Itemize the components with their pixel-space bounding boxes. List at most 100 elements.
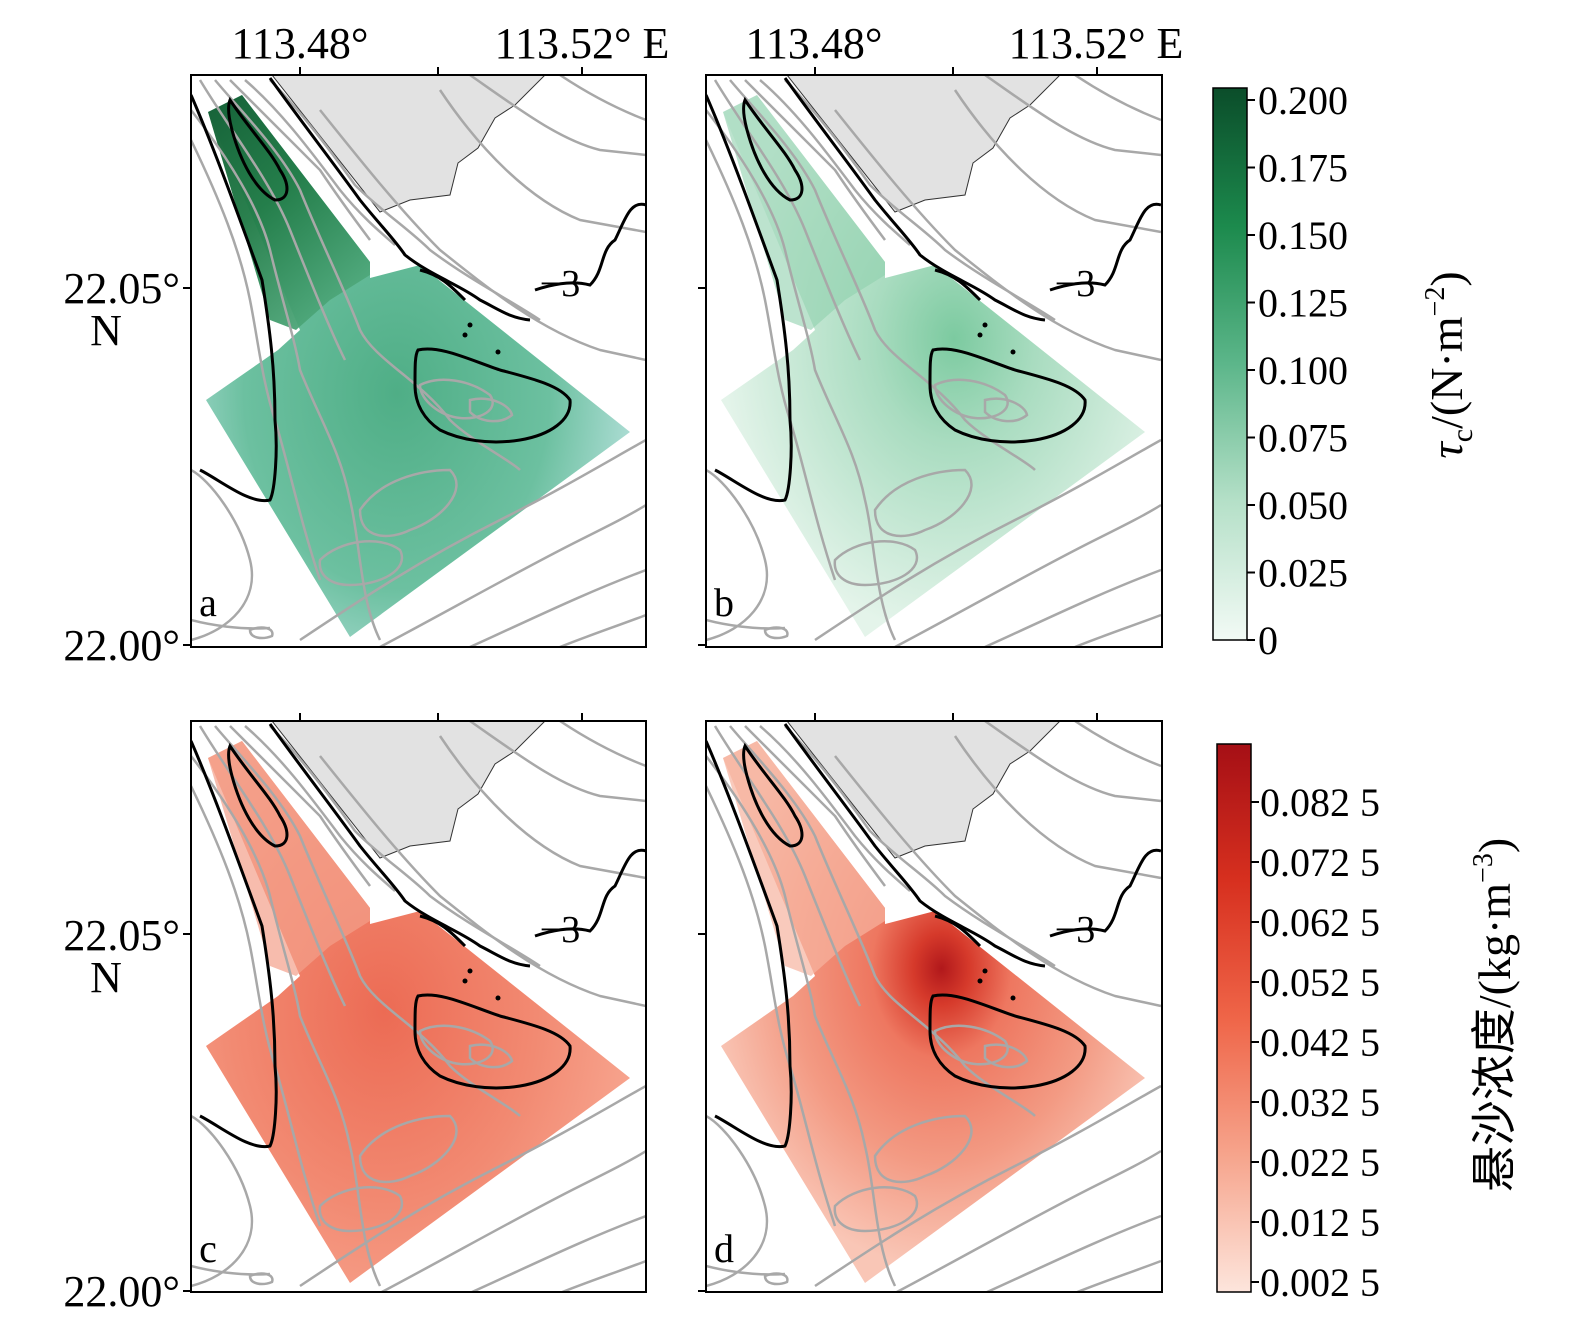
- bathymetry-contour: [1074, 613, 1162, 647]
- bathymetry-contour: [248, 626, 274, 640]
- colorbar-tick-label: 0.072 5: [1260, 840, 1380, 885]
- depth-contour: [227, 742, 289, 848]
- colorbar-tick-label: 0.100: [1258, 348, 1348, 393]
- depth-contour: [268, 77, 531, 322]
- colorbar-tick-label: 0.075: [1258, 416, 1348, 461]
- bathymetry-contour: [984, 568, 1162, 647]
- bathymetry-contour: [983, 1043, 1029, 1069]
- bathymetry-contour: [706, 755, 897, 1287]
- depth-contour: [783, 723, 1046, 968]
- colorbar-ssc-ticks: 0.082 5 0.072 5 0.062 5 0.052 5 0.042 5 0.032…: [1251, 780, 1380, 1305]
- depth-contour: [706, 740, 793, 1149]
- lat-hemisphere-c-1: N: [90, 953, 122, 1002]
- panel-d-content: −3: [706, 721, 1162, 1292]
- colorbar-tick-label: 0.025: [1258, 551, 1348, 596]
- bathymetry-contour: [244, 725, 396, 892]
- colorbar-tick-label: 0.022 5: [1260, 1140, 1380, 1185]
- bathymetry-contour: [358, 1114, 458, 1184]
- map-panels: −3 a −3 b −3 c −3 d: [183, 67, 1163, 1293]
- bathymetry-contour: [358, 468, 458, 538]
- panel-a-content: −3: [191, 75, 646, 647]
- bathymetry-contour: [559, 75, 646, 122]
- contour-dot: [977, 978, 983, 984]
- panel-letter: a: [199, 580, 217, 625]
- bathymetry-contour: [559, 1259, 646, 1292]
- bathymetry-contour: [468, 397, 514, 423]
- depth-contour: [1049, 202, 1162, 292]
- bathymetry-contour: [833, 1186, 919, 1233]
- contour-label: −3: [1055, 909, 1095, 951]
- bathymetry-contour: [244, 79, 396, 246]
- panel-frame: [190, 74, 647, 648]
- bathymetry-contour: [379, 1149, 646, 1292]
- depth-contour: [934, 914, 982, 948]
- colorbar-tick-label: 0: [1258, 618, 1278, 663]
- depth-contour: [419, 268, 467, 302]
- depth-contour: [783, 77, 1046, 322]
- depth-contour: [413, 347, 572, 444]
- depth-contour: [419, 914, 467, 948]
- bathymetry-contour: [469, 1214, 646, 1292]
- lat-tick-label-c-1: 22.05°: [63, 911, 180, 960]
- bathymetry-contour: [469, 75, 646, 157]
- contour-dot: [495, 349, 501, 355]
- map-panel-d: −3 d: [698, 713, 1163, 1293]
- bathymetry-contour: [984, 75, 1162, 157]
- contour-dot: [462, 978, 468, 984]
- contour-dot: [977, 332, 983, 338]
- map-panel-a: −3 a: [183, 67, 647, 648]
- bathymetry-contour: [1074, 1259, 1162, 1292]
- colorbar-tau-ticks: 0.200 0.175 0.150 0.125 0.100 0.075 0.050 0.025…: [1247, 78, 1348, 663]
- contour-dot: [1010, 349, 1016, 355]
- colorbar-tick-label: 0.032 5: [1260, 1080, 1380, 1125]
- panel-frame: [190, 720, 647, 1293]
- bathymetry-contour: [198, 725, 347, 1007]
- bathymetry-contour: [469, 721, 646, 803]
- bathymetry-contour: [953, 89, 1162, 234]
- depth-contour: [534, 848, 646, 938]
- bathymetry-contour: [933, 378, 1009, 420]
- panel-c-content: −3: [191, 721, 646, 1292]
- depth-contour: [413, 993, 572, 1090]
- depth-contour: [742, 742, 804, 848]
- bathymetry-contour: [763, 626, 789, 640]
- colorbar-ssc: 0.082 5 0.072 5 0.062 5 0.052 5 0.042 5 0.032…: [1216, 743, 1520, 1305]
- depth-contour: [928, 993, 1087, 1090]
- lat-tick-label-a-2: 22.00°: [63, 621, 180, 670]
- lon-tick-label-a-2: 113.52° E: [495, 19, 670, 68]
- panel-c-layers: −3: [191, 721, 646, 1292]
- bathymetry-contour: [894, 503, 1162, 647]
- bathymetry-contour: [953, 735, 1162, 880]
- contour-label: −3: [1055, 263, 1095, 305]
- bathymetry-contour: [984, 1214, 1162, 1292]
- depth-contour: [706, 94, 793, 503]
- bathymetry-contour: [984, 721, 1162, 803]
- colorbar-tick-label: 0.002 5: [1260, 1260, 1380, 1305]
- bathymetry-contour: [418, 1024, 494, 1066]
- bathymetry-contour: [468, 1043, 514, 1069]
- bathymetry-contour: [744, 725, 887, 887]
- bathymetry-contour: [319, 109, 646, 362]
- bathymetry-contour: [191, 785, 322, 1227]
- lon-tick-label-b-1: 113.48°: [746, 19, 883, 68]
- bathymetry-contour: [559, 613, 646, 647]
- panel-letter: b: [714, 580, 734, 625]
- depth-contour: [227, 96, 289, 202]
- bathymetry-contour: [248, 1272, 274, 1286]
- bathymetry-contour: [559, 721, 646, 768]
- panel-frame: [705, 74, 1163, 648]
- bathymetry-contour: [438, 735, 646, 880]
- depth-contour: [742, 96, 804, 202]
- bathymetry-contour: [729, 725, 1036, 1117]
- colorbar-ssc-title: 悬沙浓度/(kg·m−3): [1468, 838, 1520, 1192]
- land-area: [786, 75, 1061, 213]
- land-area: [271, 75, 546, 213]
- bathymetry-contour: [706, 139, 837, 581]
- bathymetry-contour: [744, 79, 887, 241]
- bathymetry-contour: [759, 79, 911, 246]
- bathymetry-contour: [299, 438, 646, 642]
- map-panel-b: −3 b: [698, 67, 1163, 648]
- bathymetry-contour: [318, 540, 404, 587]
- colorbar-ssc-bar: [1216, 743, 1252, 1293]
- bathymetry-contour: [814, 1084, 1162, 1288]
